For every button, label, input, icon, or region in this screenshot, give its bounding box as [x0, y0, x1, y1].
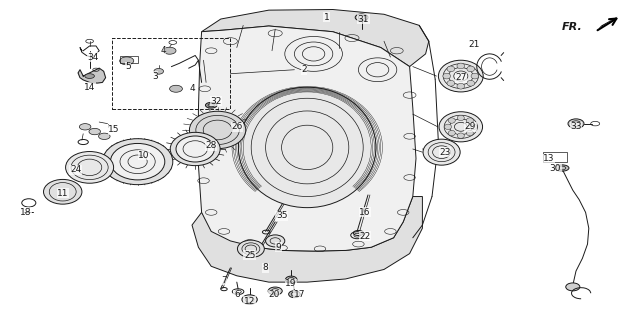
- Ellipse shape: [566, 283, 580, 291]
- Text: 27: 27: [455, 73, 467, 82]
- Text: 8: 8: [263, 263, 268, 272]
- Ellipse shape: [285, 276, 297, 283]
- Text: 16: 16: [359, 208, 371, 217]
- Ellipse shape: [99, 133, 110, 139]
- Text: 2: 2: [301, 65, 307, 74]
- Ellipse shape: [467, 66, 475, 72]
- Text: 19: 19: [285, 279, 297, 288]
- Text: 32: 32: [211, 97, 222, 106]
- Ellipse shape: [89, 128, 100, 135]
- Text: 22: 22: [359, 232, 371, 241]
- Ellipse shape: [457, 63, 465, 69]
- Text: 25: 25: [244, 251, 255, 260]
- Ellipse shape: [268, 287, 282, 295]
- Text: 4: 4: [161, 46, 166, 55]
- Ellipse shape: [457, 115, 464, 121]
- Ellipse shape: [467, 130, 474, 136]
- Text: 9: 9: [276, 243, 281, 252]
- Text: 4: 4: [189, 84, 195, 93]
- Text: 28: 28: [205, 141, 217, 150]
- Text: 31: 31: [358, 15, 369, 23]
- Ellipse shape: [438, 60, 483, 92]
- Ellipse shape: [170, 132, 220, 165]
- Text: 7: 7: [221, 276, 227, 285]
- Polygon shape: [202, 10, 429, 67]
- Ellipse shape: [423, 139, 460, 165]
- Text: 18: 18: [20, 208, 31, 217]
- Text: 17: 17: [294, 290, 305, 299]
- Text: 13: 13: [543, 154, 555, 163]
- Ellipse shape: [471, 73, 479, 79]
- Ellipse shape: [447, 81, 454, 86]
- Polygon shape: [192, 197, 422, 282]
- Ellipse shape: [448, 130, 455, 136]
- Text: 15: 15: [108, 126, 120, 134]
- Ellipse shape: [120, 57, 134, 65]
- Ellipse shape: [238, 87, 376, 208]
- Text: 14: 14: [84, 83, 95, 92]
- Ellipse shape: [66, 152, 114, 183]
- Ellipse shape: [445, 124, 452, 130]
- Text: 33: 33: [570, 122, 582, 131]
- Bar: [120, 56, 138, 63]
- Ellipse shape: [555, 165, 569, 171]
- Ellipse shape: [102, 139, 173, 185]
- Ellipse shape: [457, 83, 465, 89]
- Text: 35: 35: [276, 211, 287, 220]
- Ellipse shape: [568, 119, 584, 128]
- Text: 34: 34: [87, 53, 99, 61]
- Ellipse shape: [163, 47, 176, 54]
- Ellipse shape: [457, 133, 464, 139]
- Ellipse shape: [237, 240, 264, 257]
- Polygon shape: [198, 26, 416, 251]
- Ellipse shape: [79, 124, 91, 130]
- Ellipse shape: [176, 136, 214, 162]
- Ellipse shape: [189, 111, 246, 149]
- Ellipse shape: [170, 85, 182, 92]
- Text: 3: 3: [152, 72, 157, 81]
- Ellipse shape: [242, 295, 257, 304]
- Text: 21: 21: [468, 40, 479, 49]
- Polygon shape: [598, 16, 618, 29]
- Ellipse shape: [110, 144, 165, 180]
- Text: 30: 30: [550, 164, 561, 172]
- Text: 26: 26: [231, 122, 243, 131]
- Text: 6: 6: [234, 290, 239, 299]
- Text: FR.: FR.: [562, 22, 582, 32]
- Ellipse shape: [355, 14, 368, 21]
- Ellipse shape: [448, 118, 455, 123]
- Text: 12: 12: [244, 297, 255, 306]
- Text: 1: 1: [324, 13, 329, 22]
- Ellipse shape: [44, 179, 82, 204]
- Text: 10: 10: [138, 151, 150, 160]
- Ellipse shape: [447, 66, 454, 72]
- Ellipse shape: [467, 81, 475, 86]
- Bar: [112, 38, 230, 109]
- Ellipse shape: [439, 112, 483, 142]
- Polygon shape: [78, 68, 106, 83]
- Text: 5: 5: [125, 62, 131, 71]
- Text: 23: 23: [439, 148, 451, 157]
- Ellipse shape: [443, 73, 451, 79]
- Ellipse shape: [205, 102, 217, 108]
- Ellipse shape: [154, 68, 164, 74]
- Ellipse shape: [266, 235, 285, 247]
- Ellipse shape: [470, 124, 477, 130]
- Ellipse shape: [85, 74, 95, 78]
- Bar: [543, 152, 567, 162]
- Text: 20: 20: [268, 290, 280, 299]
- Text: 11: 11: [57, 189, 68, 198]
- Text: 24: 24: [70, 165, 81, 174]
- Text: 29: 29: [465, 122, 476, 131]
- Ellipse shape: [289, 291, 300, 298]
- Ellipse shape: [467, 118, 474, 123]
